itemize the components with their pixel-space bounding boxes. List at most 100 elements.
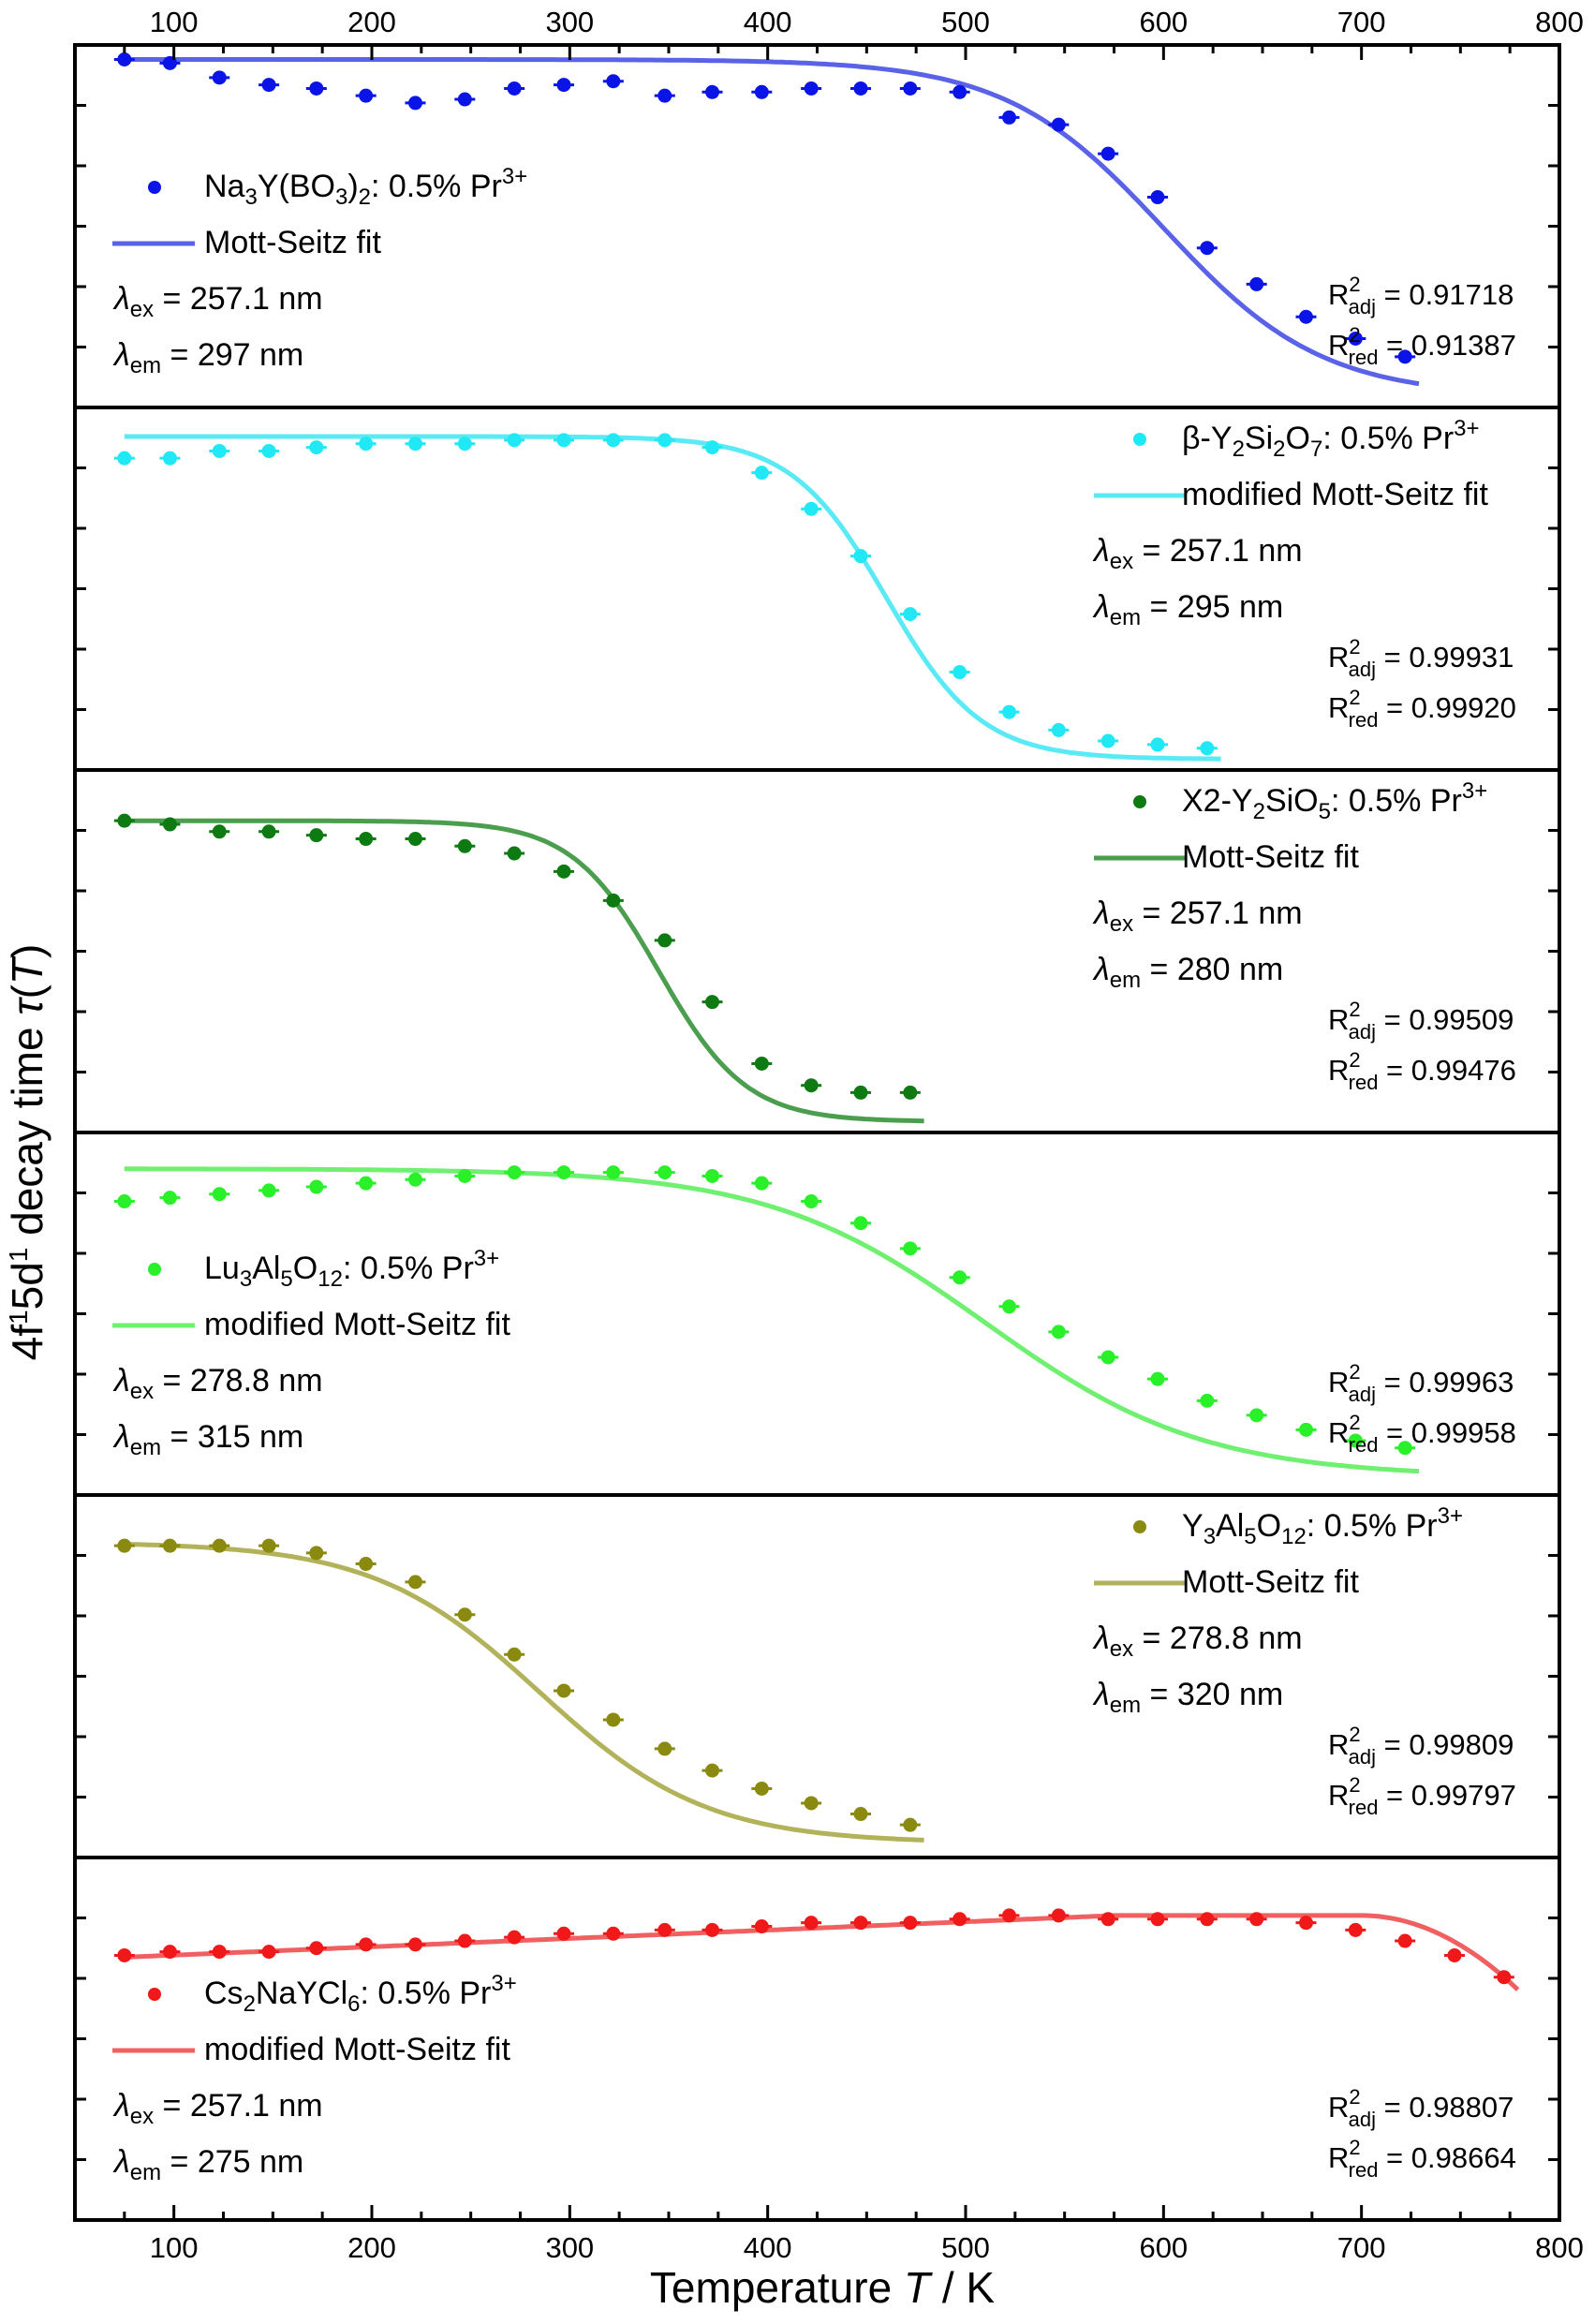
data-point bbox=[162, 1191, 177, 1206]
data-point bbox=[853, 81, 868, 96]
data-point bbox=[606, 1712, 621, 1727]
data-point bbox=[606, 1926, 621, 1941]
fit-line-na3y bbox=[124, 57, 1420, 387]
data-point bbox=[1200, 1393, 1215, 1408]
x-tick-label-top: 100 bbox=[150, 6, 199, 38]
legend-marker bbox=[148, 1988, 161, 2001]
data-point bbox=[212, 1187, 227, 1202]
data-point bbox=[507, 1165, 522, 1180]
data-point bbox=[1249, 276, 1264, 291]
data-point bbox=[309, 81, 324, 96]
x-tick-label-top: 700 bbox=[1337, 6, 1386, 38]
r-squared-red: R2 red = 0.91387 bbox=[1328, 323, 1516, 369]
data-point bbox=[117, 1947, 132, 1962]
data-point bbox=[1100, 146, 1115, 161]
data-point bbox=[359, 88, 374, 103]
data-point bbox=[556, 1165, 571, 1180]
data-point bbox=[1001, 1299, 1016, 1314]
legend-lambda-ex: λex = 257.1 nm bbox=[1092, 896, 1303, 937]
data-point bbox=[261, 1183, 276, 1198]
r-squared-red: R2 red = 0.99958 bbox=[1328, 1411, 1516, 1457]
data-point bbox=[556, 78, 571, 93]
data-point bbox=[309, 1941, 324, 1956]
legend-lu3al5o12: Lu3​Al5​O12​: 0.5% Pr3+​ modified Mott-Se… bbox=[112, 1246, 510, 1460]
data-point bbox=[804, 1916, 819, 1931]
data-point bbox=[903, 1241, 918, 1256]
legend-fit-label: modified Mott-Seitz fit bbox=[1182, 477, 1488, 512]
data-point bbox=[1150, 190, 1165, 205]
data-point bbox=[407, 1172, 422, 1187]
x-tick-label-bottom: 100 bbox=[150, 2231, 199, 2264]
x-tick-label-bottom: 700 bbox=[1337, 2231, 1386, 2264]
data-point bbox=[309, 440, 324, 455]
x-axis-unit: / K bbox=[930, 2263, 995, 2312]
data-point bbox=[407, 832, 422, 847]
legend-marker bbox=[148, 1263, 161, 1276]
legend-fit-label: Mott-Seitz fit bbox=[1182, 1564, 1359, 1600]
data-point bbox=[953, 84, 967, 99]
data-point bbox=[903, 1085, 918, 1100]
data-point bbox=[804, 81, 819, 96]
legend-lambda-ex: λex = 257.1 nm bbox=[112, 281, 323, 322]
r-squared-red: R2 red = 0.99476 bbox=[1328, 1048, 1516, 1094]
panel-cs2naycl6: Cs2​NaYCl6​: 0.5% Pr3+​ modified Mott-Sei… bbox=[73, 1856, 1561, 2222]
data-point bbox=[1100, 733, 1115, 748]
data-point bbox=[853, 1916, 868, 1931]
x-tick-label-top: 400 bbox=[744, 6, 792, 38]
data-point bbox=[754, 1056, 769, 1071]
data-point bbox=[754, 1781, 769, 1796]
data-point bbox=[117, 451, 132, 466]
data-point bbox=[1447, 1947, 1462, 1962]
data-point bbox=[606, 893, 621, 908]
data-point bbox=[359, 832, 374, 847]
data-point bbox=[606, 1165, 621, 1180]
data-point bbox=[359, 1937, 374, 1952]
data-point bbox=[117, 1194, 132, 1209]
data-point bbox=[1051, 1325, 1066, 1340]
r-squared-adj: R2 adj = 0.99509 bbox=[1328, 998, 1514, 1044]
legend-na3y: Na3​Y(BO3​)2​: 0.5% Pr3+​ Mott-Seitz fit λ… bbox=[112, 164, 527, 378]
data-point bbox=[457, 1168, 472, 1183]
data-point bbox=[1298, 1422, 1313, 1437]
r-squared-adj: R2 adj = 0.98807 bbox=[1328, 2085, 1514, 2131]
data-point bbox=[162, 1945, 177, 1960]
data-point bbox=[1051, 722, 1066, 737]
legend-fit-label: modified Mott-Seitz fit bbox=[204, 1307, 510, 1342]
data-point bbox=[261, 78, 276, 93]
x-axis-title: Temperature T / K bbox=[650, 2263, 995, 2312]
data-point bbox=[212, 70, 227, 85]
legend-compound: X2-Y2​SiO5​: 0.5% Pr3+​ bbox=[1182, 778, 1487, 824]
x-tick-label-bottom: 500 bbox=[941, 2231, 990, 2264]
legend-cs2naycl6: Cs2​NaYCl6​: 0.5% Pr3+​ modified Mott-Sei… bbox=[112, 1971, 517, 2185]
data-point bbox=[117, 52, 132, 67]
data-point bbox=[212, 1538, 227, 1553]
legend-y2si2o7: β-Y2​Si2​O7​: 0.5% Pr3+​ modified Mott-Se… bbox=[1092, 416, 1488, 630]
data-point bbox=[309, 828, 324, 843]
data-point bbox=[1001, 1908, 1016, 1923]
data-point bbox=[903, 1916, 918, 1931]
legend-fit-label: Mott-Seitz fit bbox=[1182, 839, 1359, 875]
legend-compound: Na3​Y(BO3​)2​: 0.5% Pr3+​ bbox=[204, 164, 527, 210]
data-point bbox=[359, 437, 374, 451]
y-axis-title: 4f15d1 decay time τ(T) bbox=[3, 944, 52, 1361]
legend-compound: Y3​Al5​O12​: 0.5% Pr3+​ bbox=[1182, 1503, 1463, 1549]
data-point bbox=[1150, 1371, 1165, 1386]
data-point bbox=[407, 437, 422, 451]
x-tick-label-top: 600 bbox=[1139, 6, 1188, 38]
panel-y2si2o7: β-Y2​Si2​O7​: 0.5% Pr3+​ modified Mott-Se… bbox=[73, 406, 1561, 772]
data-point bbox=[853, 1216, 868, 1231]
data-point bbox=[309, 1546, 324, 1561]
data-point bbox=[1348, 1922, 1363, 1937]
legend-lambda-em: λem = 295 nm bbox=[1092, 589, 1283, 630]
data-point bbox=[1150, 737, 1165, 752]
data-point bbox=[507, 846, 522, 861]
data-point bbox=[657, 433, 672, 448]
r-squared-red: R2 red = 0.99920 bbox=[1328, 686, 1516, 732]
legend-fit-label: Mott-Seitz fit bbox=[204, 225, 381, 260]
legend-lambda-ex: λex = 257.1 nm bbox=[112, 2088, 323, 2129]
panel-na3y: Na3​Y(BO3​)2​: 0.5% Pr3+​ Mott-Seitz fit λ… bbox=[73, 43, 1561, 409]
data-point bbox=[556, 433, 571, 448]
data-point bbox=[754, 466, 769, 481]
